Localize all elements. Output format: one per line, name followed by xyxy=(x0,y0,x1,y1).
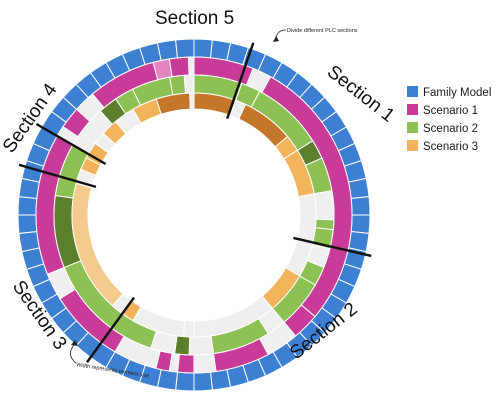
family-model-segment-59 xyxy=(175,38,195,59)
scenario2-segment-13 xyxy=(188,335,215,356)
family-model-segment-45 xyxy=(17,196,38,216)
family-model-segment-0 xyxy=(193,38,213,59)
divider-5-1 xyxy=(226,42,255,119)
divider-4-5 xyxy=(35,122,107,166)
divide-annotation-text: Divide different PLC sections xyxy=(287,28,358,34)
scenario2-segment-5 xyxy=(313,190,335,221)
divider-2-3 xyxy=(86,296,136,363)
legend-swatch-scenario-1 xyxy=(407,104,418,115)
family-model-segment-28 xyxy=(209,368,232,391)
legend-swatch-scenario-2 xyxy=(407,122,418,133)
section-dividers xyxy=(18,42,372,363)
legend-swatch-scenario-3 xyxy=(407,140,418,151)
scenario1-segment-20 xyxy=(187,56,195,76)
legend-label-scenario-2: Scenario 2 xyxy=(423,123,478,135)
family-model-segment-43 xyxy=(18,230,41,253)
family-model-segment-58 xyxy=(156,39,179,62)
scenario2-segment-24 xyxy=(183,74,195,94)
legend-label-scenario-1: Scenario 1 xyxy=(423,105,478,117)
scenario3-segment-21 xyxy=(189,92,195,110)
family-model-segment-30 xyxy=(175,371,195,392)
family-model-segment-15 xyxy=(350,214,371,234)
family-model-segment-44 xyxy=(17,214,38,234)
width-annotation-arrowhead xyxy=(71,340,78,346)
family-model-segment-29 xyxy=(193,371,213,392)
legend: Family Model Scenario 1 Scenario 2 Scena… xyxy=(407,86,491,153)
divider-1-2 xyxy=(293,236,372,258)
family-model-segment-14 xyxy=(350,196,371,216)
width-annotation-arrow xyxy=(70,344,77,364)
legend-label-scenario-3: Scenario 3 xyxy=(423,141,478,153)
scenario2-segment-23 xyxy=(169,74,187,96)
legend-swatch-family-model xyxy=(407,86,418,97)
scenario1-segment-7 xyxy=(176,353,195,374)
legend-label-family-model: Family Model xyxy=(423,87,491,99)
family-model-segment-13 xyxy=(347,177,370,200)
scenario1-segment-6 xyxy=(193,353,217,374)
divide-annotation-arrowhead xyxy=(273,36,279,42)
divider-3-4 xyxy=(18,163,97,189)
rings-layer xyxy=(17,38,371,392)
section-label-5: Section 5 xyxy=(155,8,234,29)
scenario1-segment-19 xyxy=(168,56,190,78)
